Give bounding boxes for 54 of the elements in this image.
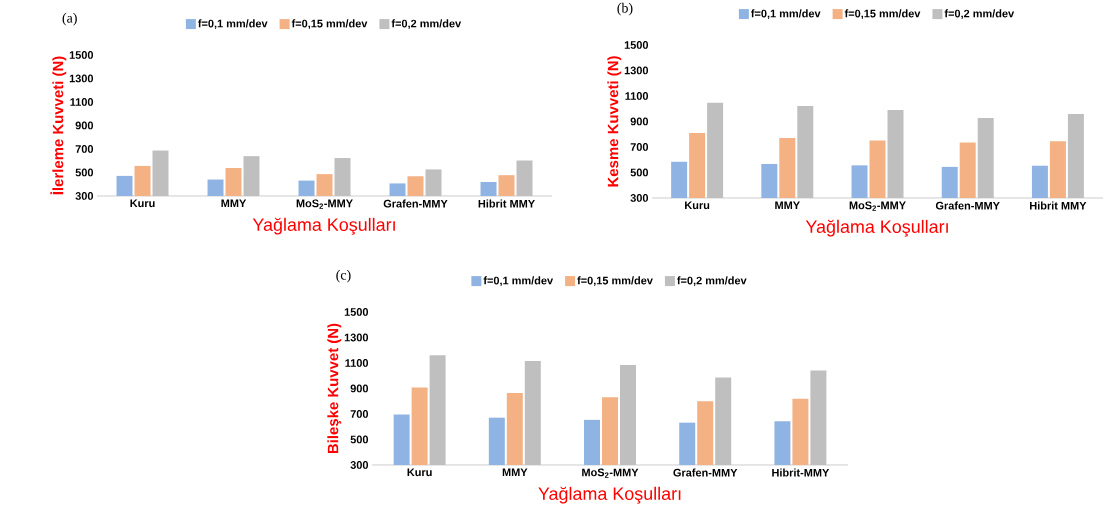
legend-label: f=0,15 mm/dev — [844, 9, 921, 20]
y-tick-label: 1500 — [624, 41, 649, 49]
legend-label: f=0,2 mm/dev — [677, 276, 747, 287]
x-tick-label: MoS$_{2}$-MMY — [849, 201, 906, 211]
y-tick-label: 300 — [350, 461, 369, 469]
y-tick-label: 1100 — [625, 92, 649, 100]
x-tick-label: MMY — [775, 201, 800, 210]
x-tick-label: Kuru — [407, 468, 432, 477]
legend-label: f=0,1 mm/dev — [751, 9, 821, 20]
x-tick-label: MoS$_{2}$-MMY — [582, 468, 639, 478]
x-tick-label: MMY — [502, 468, 528, 477]
y-tick-label: 300 — [630, 194, 649, 202]
y-tick-label: 700 — [75, 145, 94, 153]
y-tick-label: 500 — [350, 435, 369, 444]
x-tick-label: MoS$_{2}$-MMY — [296, 199, 353, 209]
x-tick-label: Hibrit-MMY — [772, 468, 830, 477]
chart-title: (a) — [62, 12, 77, 26]
x-tick-label: Grafen-MMY — [383, 199, 448, 208]
y-axis-title: Kesme Kuvveti (N) — [607, 56, 622, 187]
y-tick-label: 1300 — [69, 74, 94, 83]
y-axis-title: Bileşke Kuvvet (N) — [327, 323, 342, 454]
x-tick-label: Hibrit MMY — [1030, 201, 1087, 210]
legend-label: f=0,2 mm/dev — [944, 9, 1015, 20]
y-tick-label: 1100 — [345, 359, 369, 367]
x-tick-label: MMY — [221, 199, 247, 208]
x-tick-label: Hibrit MMY — [478, 199, 535, 208]
legend-label: f=0,15 mm/dev — [291, 19, 368, 30]
y-axis-title: İlerleme Kuvveti (N) — [50, 56, 67, 195]
y-tick-label: 500 — [630, 168, 649, 177]
x-tick-label: Kuru — [130, 199, 155, 208]
x-tick-label: Grafen-MMY — [935, 201, 1000, 210]
y-tick-label: 300 — [75, 192, 94, 200]
x-tick-label: Grafen-MMY — [673, 468, 738, 477]
y-tick-label: 900 — [630, 117, 649, 126]
y-tick-label: 1100 — [70, 98, 94, 106]
y-tick-label: 900 — [75, 121, 94, 130]
y-tick-label: 500 — [75, 168, 94, 177]
y-tick-label: 700 — [350, 410, 369, 418]
y-tick-label: 1300 — [344, 333, 369, 342]
y-tick-label: 1500 — [69, 51, 94, 59]
y-tick-label: 700 — [630, 143, 649, 151]
x-axis-title: Yağlama Koşulları — [252, 217, 395, 235]
x-axis-title: Yağlama Koşulları — [805, 219, 948, 237]
y-tick-label: 1500 — [344, 308, 369, 316]
chart-title: (c) — [336, 269, 351, 283]
y-tick-label: 900 — [350, 384, 369, 393]
chart-title: (b) — [617, 2, 633, 16]
x-axis-title: Yağlama Koşulları — [538, 486, 681, 504]
legend-label: f=0,1 mm/dev — [483, 276, 554, 287]
x-tick-label: Kuru — [685, 201, 710, 210]
legend-label: f=0,2 mm/dev — [391, 19, 462, 30]
y-tick-label: 1300 — [624, 66, 649, 75]
legend-label: f=0,1 mm/dev — [198, 19, 268, 30]
legend-label: f=0,15 mm/dev — [577, 276, 653, 287]
